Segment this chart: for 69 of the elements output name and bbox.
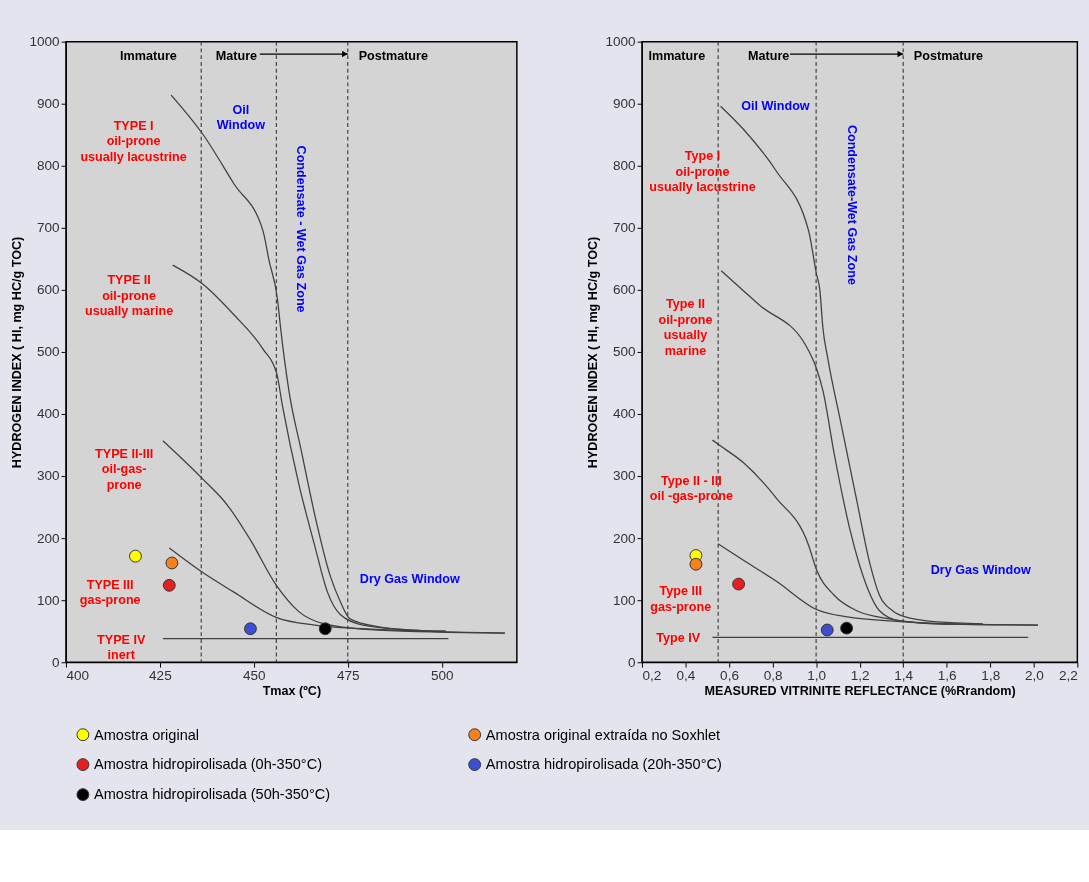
y-tick-label: 1000 [29,34,61,50]
y-tick-label: 0 [52,654,61,670]
x-tick-label: 1,2 [850,668,870,684]
y-tick-label: 100 [613,592,637,608]
x-tick-label: 0,8 [763,668,783,684]
annotation: Type II oil-prone usually marine [658,297,713,358]
annotation: Oil Window [216,102,266,133]
legend-label: Amostra hidropirolisada (20h-350°C) [485,756,722,773]
y-axis-title: HYDROGEN INDEX ( HI, mg HC/g TOC) [585,236,600,469]
y-tick-label: 600 [613,282,637,298]
y-tick-label: 300 [37,468,61,484]
x-axis-title: MEASURED VITRINITE REFLECTANCE (%Rrandom) [704,683,1016,698]
y-tick-label: 500 [37,344,61,360]
x-tick-label: 400 [66,668,90,684]
annotation: Mature [748,49,790,64]
x-tick-label: 1,0 [807,668,827,684]
x-tick-label: 500 [430,668,454,684]
annotation: Type I oil-prone usually lacustrine [649,149,756,195]
annotation: Oil Window [741,99,810,114]
annotation: Condensate - Wet Gas Zone [294,145,309,313]
annotation: Postmature [913,49,984,64]
y-tick-label: 0 [628,654,637,670]
annotation: Dry Gas Window [359,571,460,586]
x-tick-label: 1,8 [981,668,1001,684]
y-tick-label: 900 [613,96,637,112]
annotation: Type III gas-prone [650,584,712,614]
legend-label: Amostra hidropirolisada (50h-350°C) [94,786,331,803]
y-tick-label: 100 [37,592,61,608]
legend-label: Amostra original [94,726,200,743]
annotation: Immature [120,48,177,63]
x-tick-label: 2,2 [1058,668,1078,684]
y-tick-label: 200 [37,530,61,546]
x-tick-label: 450 [242,668,267,684]
annotation: Condensate-Wet Gas Zone [844,124,859,285]
x-tick-label: 1,6 [937,668,957,684]
annotation: TYPE II-III oil-gas- prone [95,446,154,492]
y-tick-label: 400 [613,406,637,422]
y-tick-label: 500 [613,344,637,360]
annotation: Postmature [358,48,428,63]
y-tick-label: 700 [613,220,637,236]
x-tick-label: 475 [336,668,360,684]
y-tick-label: 400 [37,406,61,422]
annotation: TYPE I oil-prone usually lacustrine [80,118,187,164]
x-tick-label: 2,0 [1024,668,1045,684]
annotation: TYPE IV inert [97,632,146,663]
y-tick-label: 700 [37,220,61,236]
y-tick-label: 200 [613,530,637,546]
y-tick-label: 600 [37,282,61,298]
x-tick-label: 0,4 [676,668,696,684]
x-tick-label: 0,6 [720,668,739,684]
annotation: Immature [648,49,706,64]
x-tick-label: 0,2 [642,668,662,684]
x-tick-label: 425 [149,668,172,684]
annotation: Mature [215,48,258,63]
y-tick-label: 1000 [605,34,637,50]
legend-label: Amostra original extraída no Soxhlet [485,726,721,743]
annotation: Dry Gas Window [930,562,1031,577]
annotation: TYPE III gas-prone [79,577,141,608]
annotation: Type IV [656,630,701,645]
annotation: TYPE II oil-prone usually marine [84,273,174,319]
y-tick-label: 300 [613,468,637,484]
y-tick-label: 900 [37,96,61,112]
legend-label: Amostra hidropirolisada (0h-350°C) [94,756,322,773]
y-axis-title: HYDROGEN INDEX ( HI, mg HC/g TOC) [9,236,24,469]
y-tick-label: 800 [613,158,637,174]
x-axis-title: Tmax (ºC) [262,683,322,698]
annotation: Type II - III oil -gas-prone [649,473,734,504]
y-tick-label: 800 [37,158,61,174]
x-tick-label: 1,4 [894,668,914,684]
